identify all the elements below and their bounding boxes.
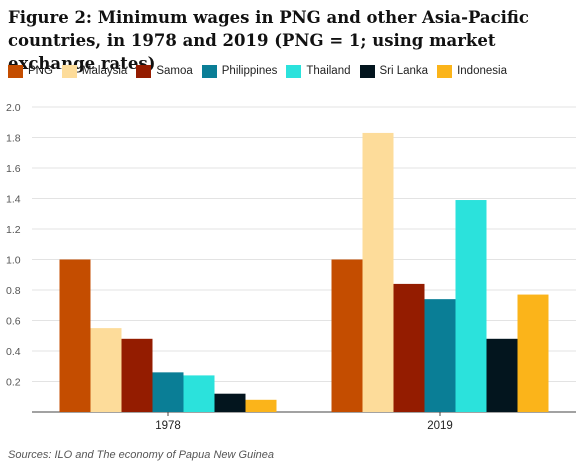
legend-label-sri-lanka: Sri Lanka	[379, 65, 429, 77]
bar-thailand-1978	[183, 375, 215, 412]
legend-item-samoa: Samoa	[136, 64, 193, 78]
y-tick-label: 1.0	[6, 255, 21, 267]
legend-item-thailand: Thailand	[286, 64, 351, 78]
source-note: Sources: ILO and The economy of Papua Ne…	[8, 449, 274, 461]
legend-swatch-indonesia	[437, 64, 453, 78]
legend-item-png: PNG	[8, 64, 53, 78]
bar-samoa-2019	[393, 283, 425, 412]
bar-indonesia-2019	[517, 294, 549, 412]
bar-sri-lanka-2019	[486, 338, 518, 412]
legend-swatch-png	[8, 64, 23, 78]
y-tick-label: 2.0	[6, 102, 21, 114]
legend-label-malaysia: Malaysia	[81, 65, 128, 77]
bar-sri-lanka-1978	[214, 393, 246, 412]
bar-indonesia-1978	[245, 399, 277, 412]
x-tick-label: 1978	[155, 420, 181, 432]
legend-item-indonesia: Indonesia	[437, 64, 507, 78]
y-tick-label: 0.6	[6, 316, 21, 328]
chart-legend: PNG Malaysia Samoa Philippines Thailand …	[8, 64, 516, 78]
legend-label-philippines: Philippines	[221, 65, 278, 77]
legend-swatch-philippines	[201, 64, 217, 78]
legend-label-indonesia: Indonesia	[457, 65, 507, 77]
legend-label-png: PNG	[28, 65, 53, 77]
legend-swatch-thailand	[286, 64, 302, 78]
legend-swatch-samoa	[136, 64, 152, 78]
x-tick-label: 2019	[427, 420, 453, 432]
y-tick-label: 0.8	[6, 285, 21, 297]
y-tick-label: 1.4	[6, 194, 21, 206]
bar-philippines-2019	[424, 299, 456, 412]
legend-item-philippines: Philippines	[201, 64, 278, 78]
bar-png-1978	[59, 259, 91, 412]
y-tick-label: 1.8	[6, 133, 21, 145]
bar-malaysia-1978	[90, 328, 122, 412]
y-tick-label: 0.4	[6, 346, 21, 358]
y-tick-label: 1.2	[6, 224, 21, 236]
chart-title: Figure 2: Minimum wages in PNG and other…	[8, 8, 529, 73]
bar-malaysia-2019	[362, 132, 394, 413]
bar-philippines-1978	[152, 372, 184, 412]
legend-item-sri-lanka: Sri Lanka	[359, 64, 429, 78]
bar-samoa-1978	[121, 338, 153, 412]
legend-label-samoa: Samoa	[156, 65, 193, 77]
y-tick-label: 1.6	[6, 163, 21, 175]
legend-swatch-malaysia	[61, 64, 77, 78]
y-tick-label: 0.2	[6, 377, 21, 389]
legend-swatch-sri-lanka	[359, 64, 375, 78]
legend-item-malaysia: Malaysia	[61, 64, 128, 78]
bar-png-2019	[331, 259, 363, 412]
bar-chart: 0.2 0.4 0.6 0.8 1.0 1.2 1.4 1.6 1.8 2.0 1978 2019	[6, 102, 576, 432]
legend-label-thailand: Thailand	[306, 65, 351, 77]
bar-thailand-2019	[455, 200, 487, 412]
